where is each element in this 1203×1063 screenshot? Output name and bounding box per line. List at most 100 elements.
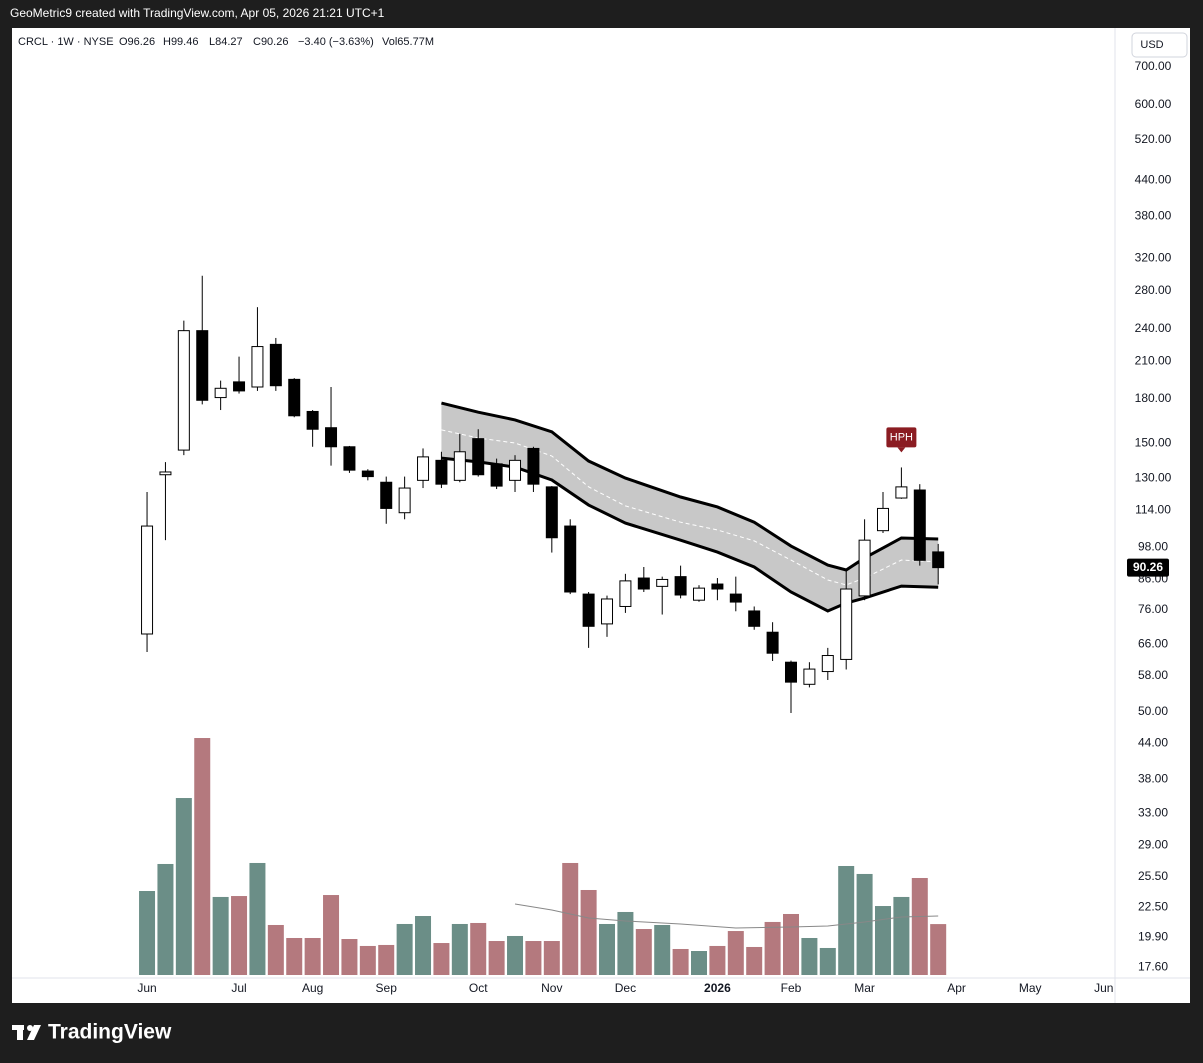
y-tick-label: 700.00 (1135, 59, 1172, 73)
volume-bar (599, 923, 616, 975)
candle-body (380, 481, 393, 509)
volume-bar (267, 924, 284, 975)
volume-bar (727, 931, 744, 975)
candle-body (361, 470, 374, 478)
candle-body (472, 438, 485, 476)
candle-body (766, 631, 779, 654)
candle-body (177, 330, 190, 451)
currency-button[interactable] (1131, 32, 1188, 58)
candle-body (840, 588, 853, 660)
candle-body (601, 598, 614, 625)
candle-body (729, 593, 742, 603)
candle-body (582, 593, 595, 627)
symbol: CRCL · 1W · NYSE (18, 36, 114, 48)
credit: GeoMetric9 created with TradingView.com,… (10, 6, 385, 20)
candle-body (545, 486, 558, 539)
candle-body (509, 459, 522, 481)
y-tick-label: 76.00 (1138, 602, 1168, 616)
x-tick-label: Sep (376, 981, 398, 995)
volume-bar (562, 862, 579, 975)
change: −3.40 (−3.63%) (298, 36, 374, 48)
y-tick-label: 180.00 (1135, 391, 1172, 405)
volume-bar (139, 891, 156, 975)
volume-bar (911, 877, 928, 975)
volume-bar (231, 896, 248, 975)
last-price-tag (1127, 558, 1169, 577)
y-tick-label: 130.00 (1135, 471, 1172, 485)
candle-body (784, 661, 797, 683)
volume-bar (782, 913, 799, 975)
volume-bar (396, 923, 413, 975)
candle-body (343, 446, 356, 471)
volume-bar (341, 939, 358, 975)
candle-body (233, 381, 246, 392)
volume-bar (507, 935, 524, 975)
volume-bar (893, 896, 910, 975)
volume-bar (617, 911, 634, 975)
last-price-label: 90.26 (1133, 560, 1163, 574)
plot: HPH (139, 275, 947, 975)
volume-bar (709, 945, 726, 975)
candle-body (490, 463, 503, 487)
candle-body (141, 525, 154, 635)
x-tick-label: May (1019, 981, 1042, 995)
y-tick-label: 280.00 (1135, 283, 1172, 297)
volume-bar (470, 922, 487, 975)
x-tick-label: Mar (854, 981, 875, 995)
x-tick-label: Nov (541, 981, 562, 995)
volume-bar (286, 937, 303, 975)
candle-body (711, 583, 724, 590)
volume-bar (930, 924, 947, 975)
volume-bar (543, 941, 560, 975)
volume-bar (157, 863, 174, 975)
y-tick-label: 58.00 (1138, 668, 1168, 682)
candle-body (674, 576, 687, 596)
candle-body (858, 539, 871, 597)
x-tick-label: Oct (469, 981, 488, 995)
candle-body (417, 456, 430, 481)
annotation-pointer (897, 447, 906, 453)
y-tick-label: 320.00 (1135, 250, 1172, 264)
candle-body (159, 471, 172, 476)
y-tick-label: 98.00 (1138, 540, 1168, 554)
currency[interactable]: USD (1140, 39, 1163, 51)
volume-bar (323, 895, 340, 975)
candle-body (803, 668, 816, 685)
candle-body (398, 487, 411, 514)
y-tick-label: 210.00 (1135, 353, 1172, 367)
volume-bar (691, 951, 708, 975)
candle-body (251, 346, 264, 388)
y-tick-label: 44.00 (1138, 735, 1168, 749)
candle-body (288, 378, 301, 417)
candle-body (527, 447, 540, 485)
y-tick-label: 520.00 (1135, 132, 1172, 146)
volume-bar (635, 929, 652, 975)
annotation-box (886, 427, 917, 448)
y-tick-label: 66.00 (1138, 636, 1168, 650)
y-tick-label: 240.00 (1135, 321, 1172, 335)
x-tick-label: Aug (302, 981, 323, 995)
candle-body (693, 587, 706, 601)
candle-body (637, 577, 650, 590)
x-tick-label: Jul (231, 981, 246, 995)
volume-bar (304, 937, 321, 975)
volume-bar (415, 916, 432, 975)
y-tick-label: 150.00 (1135, 436, 1172, 450)
candle-body (748, 610, 761, 627)
y-tick-label: 22.50 (1138, 899, 1168, 913)
candle-body (619, 580, 632, 607)
band-middle (441, 429, 939, 586)
volume-bar (378, 944, 395, 975)
band-upper (441, 401, 939, 572)
x-tick-label: Apr (947, 981, 966, 995)
y-tick-label: 19.90 (1138, 929, 1168, 943)
candle-body (876, 507, 889, 532)
volume-bar (194, 738, 211, 975)
candle-body (453, 451, 466, 481)
x-tick-label: 2026 (704, 981, 731, 995)
y-tick-label: 114.00 (1135, 503, 1171, 517)
candle-body (821, 655, 834, 673)
volume-bar (801, 937, 818, 975)
volume-bar (764, 921, 781, 975)
